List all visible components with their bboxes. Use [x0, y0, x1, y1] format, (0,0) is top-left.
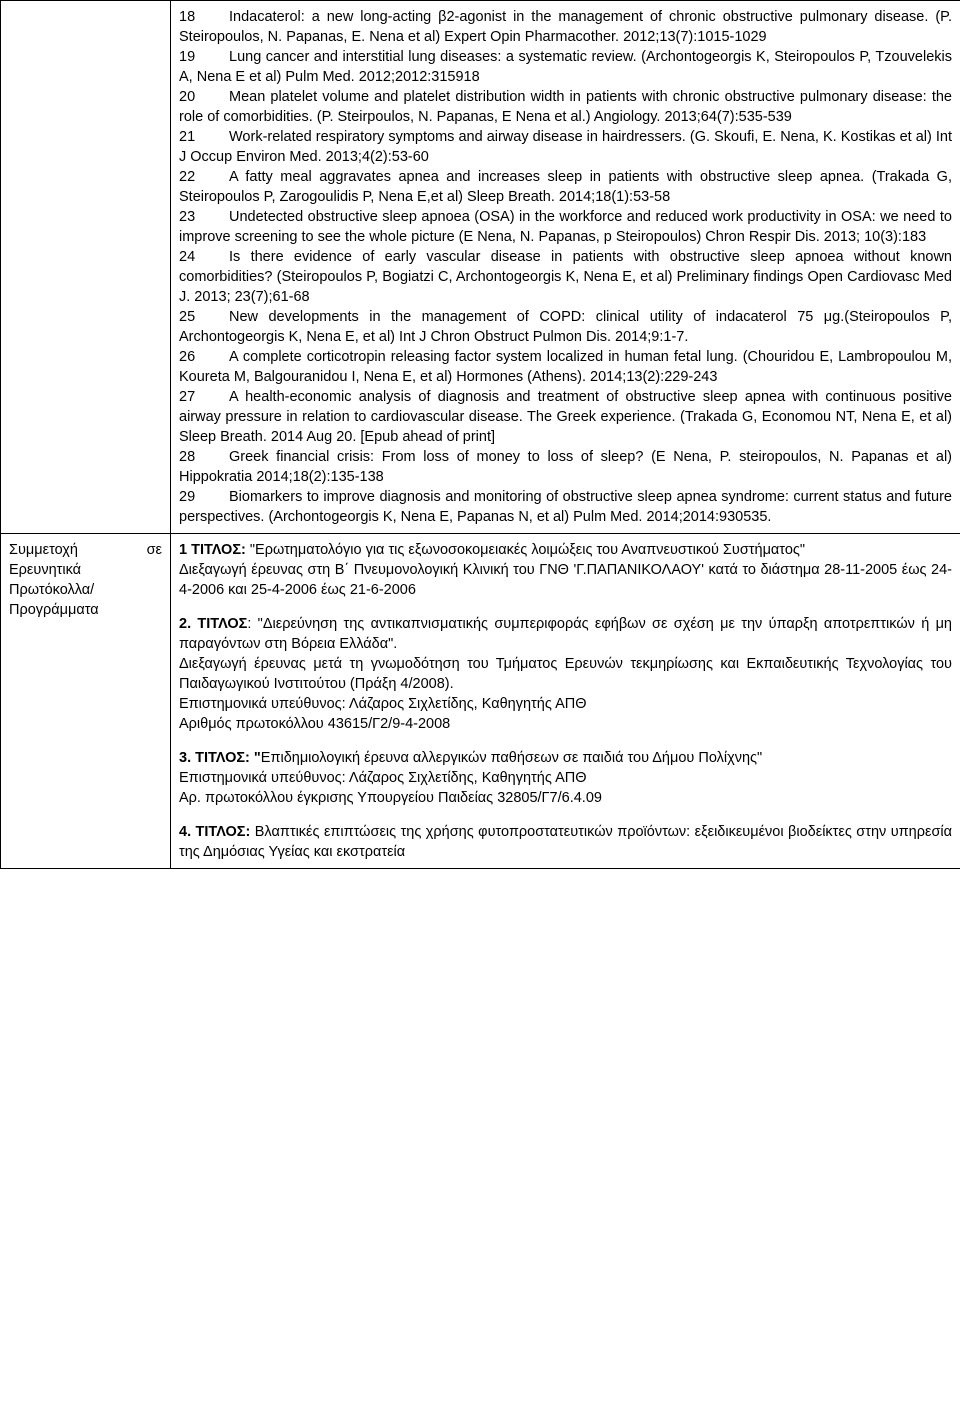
reference-number: 28: [179, 447, 229, 467]
left-label-line4: Προγράμματα: [9, 600, 162, 620]
reference-number: 24: [179, 247, 229, 267]
protocol-title-line: 1 ΤΙΤΛΟΣ: "Ερωτηματολόγιο για τις εξωνοσ…: [179, 540, 952, 560]
reference-text: Undetected obstructive sleep apnoea (OSA…: [179, 209, 952, 245]
left-label-line2: Ερευνητικά: [9, 560, 162, 580]
protocol-title-prefix: 3. ΤΙΤΛΟΣ: ": [179, 750, 261, 766]
reference-number: 27: [179, 387, 229, 407]
protocol-detail-line: Διεξαγωγή έρευνας στη Β΄ Πνευμονολογική …: [179, 560, 952, 600]
protocol-title-line: 4. ΤΙΤΛΟΣ: Βλαπτικές επιπτώσεις της χρήσ…: [179, 822, 952, 862]
reference-item: 28Greek financial crisis: From loss of m…: [179, 447, 952, 487]
protocol-title-prefix: 1 ΤΙΤΛΟΣ:: [179, 542, 246, 558]
reference-item: 26A complete corticotropin releasing fac…: [179, 347, 952, 387]
protocol-detail-line: Αρ. πρωτοκόλλου έγκρισης Υπουργείου Παιδ…: [179, 788, 952, 808]
protocol-section: 3. ΤΙΤΛΟΣ: "Επιδημιολογική έρευνα αλλεργ…: [179, 748, 952, 808]
reference-item: 25New developments in the management of …: [179, 307, 952, 347]
protocol-detail-line: Επιστημονικά υπεύθυνος: Λάζαρος Σιχλετίδ…: [179, 694, 952, 714]
left-label-line1b: σε: [147, 540, 162, 560]
left-label-line3: Πρωτόκολλα/: [9, 580, 162, 600]
left-cell-participation: Συμμετοχή σε Ερευνητικά Πρωτόκολλα/ Προγ…: [1, 534, 171, 869]
protocol-title-rest: Βλαπτικές επιπτώσεις της χρήσης φυτοπροσ…: [179, 824, 952, 860]
protocol-detail-line: Αριθμός πρωτοκόλλου 43615/Γ2/9-4-2008: [179, 714, 952, 734]
reference-item: 18Indacaterol: a new long-acting β2-agon…: [179, 7, 952, 47]
reference-text: Greek financial crisis: From loss of mon…: [179, 449, 952, 485]
reference-number: 29: [179, 487, 229, 507]
reference-item: 21Work-related respiratory symptoms and …: [179, 127, 952, 167]
reference-text: Mean platelet volume and platelet distri…: [179, 89, 952, 125]
reference-text: Work-related respiratory symptoms and ai…: [179, 129, 952, 165]
reference-item: 29Biomarkers to improve diagnosis and mo…: [179, 487, 952, 527]
reference-number: 26: [179, 347, 229, 367]
protocol-title-rest: Επιδημιολογική έρευνα αλλεργικών παθήσεω…: [261, 750, 762, 766]
reference-number: 21: [179, 127, 229, 147]
reference-text: Is there evidence of early vascular dise…: [179, 249, 952, 305]
reference-number: 25: [179, 307, 229, 327]
reference-number: 22: [179, 167, 229, 187]
reference-number: 18: [179, 7, 229, 27]
document-table: 18Indacaterol: a new long-acting β2-agon…: [0, 0, 960, 869]
reference-item: 19Lung cancer and interstitial lung dise…: [179, 47, 952, 87]
protocol-detail-line: Διεξαγωγή έρευνας μετά τη γνωμοδότηση το…: [179, 654, 952, 694]
reference-number: 20: [179, 87, 229, 107]
table-row-references: 18Indacaterol: a new long-acting β2-agon…: [1, 1, 960, 534]
left-label-line1a: Συμμετοχή: [9, 540, 78, 560]
protocol-title-line: 3. ΤΙΤΛΟΣ: "Επιδημιολογική έρευνα αλλεργ…: [179, 748, 952, 768]
reference-text: Biomarkers to improve diagnosis and moni…: [179, 489, 952, 525]
protocol-section: 1 ΤΙΤΛΟΣ: "Ερωτηματολόγιο για τις εξωνοσ…: [179, 540, 952, 600]
protocol-title-prefix: 2. ΤΙΤΛΟΣ: [179, 616, 247, 632]
reference-item: 27A health-economic analysis of diagnosi…: [179, 387, 952, 447]
reference-text: A health-economic analysis of diagnosis …: [179, 389, 952, 445]
protocol-section: 2. ΤΙΤΛΟΣ: "Διερεύνηση της αντικαπνισματ…: [179, 614, 952, 734]
reference-text: Lung cancer and interstitial lung diseas…: [179, 49, 952, 85]
protocol-title-rest: "Ερωτηματολόγιο για τις εξωνοσοκομειακές…: [246, 542, 805, 558]
protocol-title-prefix: 4. ΤΙΤΛΟΣ:: [179, 824, 250, 840]
left-cell-empty: [1, 1, 171, 534]
reference-item: 24Is there evidence of early vascular di…: [179, 247, 952, 307]
reference-text: A complete corticotropin releasing facto…: [179, 349, 952, 385]
reference-text: A fatty meal aggravates apnea and increa…: [179, 169, 952, 205]
protocol-title-line: 2. ΤΙΤΛΟΣ: "Διερεύνηση της αντικαπνισματ…: [179, 614, 952, 654]
reference-item: 23Undetected obstructive sleep apnoea (O…: [179, 207, 952, 247]
protocol-detail-line: Επιστημονικά υπεύθυνος: Λάζαρος Σιχλετίδ…: [179, 768, 952, 788]
reference-number: 23: [179, 207, 229, 227]
participation-cell: 1 ΤΙΤΛΟΣ: "Ερωτηματολόγιο για τις εξωνοσ…: [171, 534, 960, 869]
reference-item: 22A fatty meal aggravates apnea and incr…: [179, 167, 952, 207]
table-row-participation: Συμμετοχή σε Ερευνητικά Πρωτόκολλα/ Προγ…: [1, 534, 960, 869]
reference-item: 20Mean platelet volume and platelet dist…: [179, 87, 952, 127]
protocol-title-rest: : "Διερεύνηση της αντικαπνισματικής συμπ…: [179, 616, 952, 652]
references-cell: 18Indacaterol: a new long-acting β2-agon…: [171, 1, 960, 534]
protocol-section: 4. ΤΙΤΛΟΣ: Βλαπτικές επιπτώσεις της χρήσ…: [179, 822, 952, 862]
reference-text: Indacaterol: a new long-acting β2-agonis…: [179, 9, 952, 45]
reference-number: 19: [179, 47, 229, 67]
reference-text: New developments in the management of CO…: [179, 309, 952, 345]
